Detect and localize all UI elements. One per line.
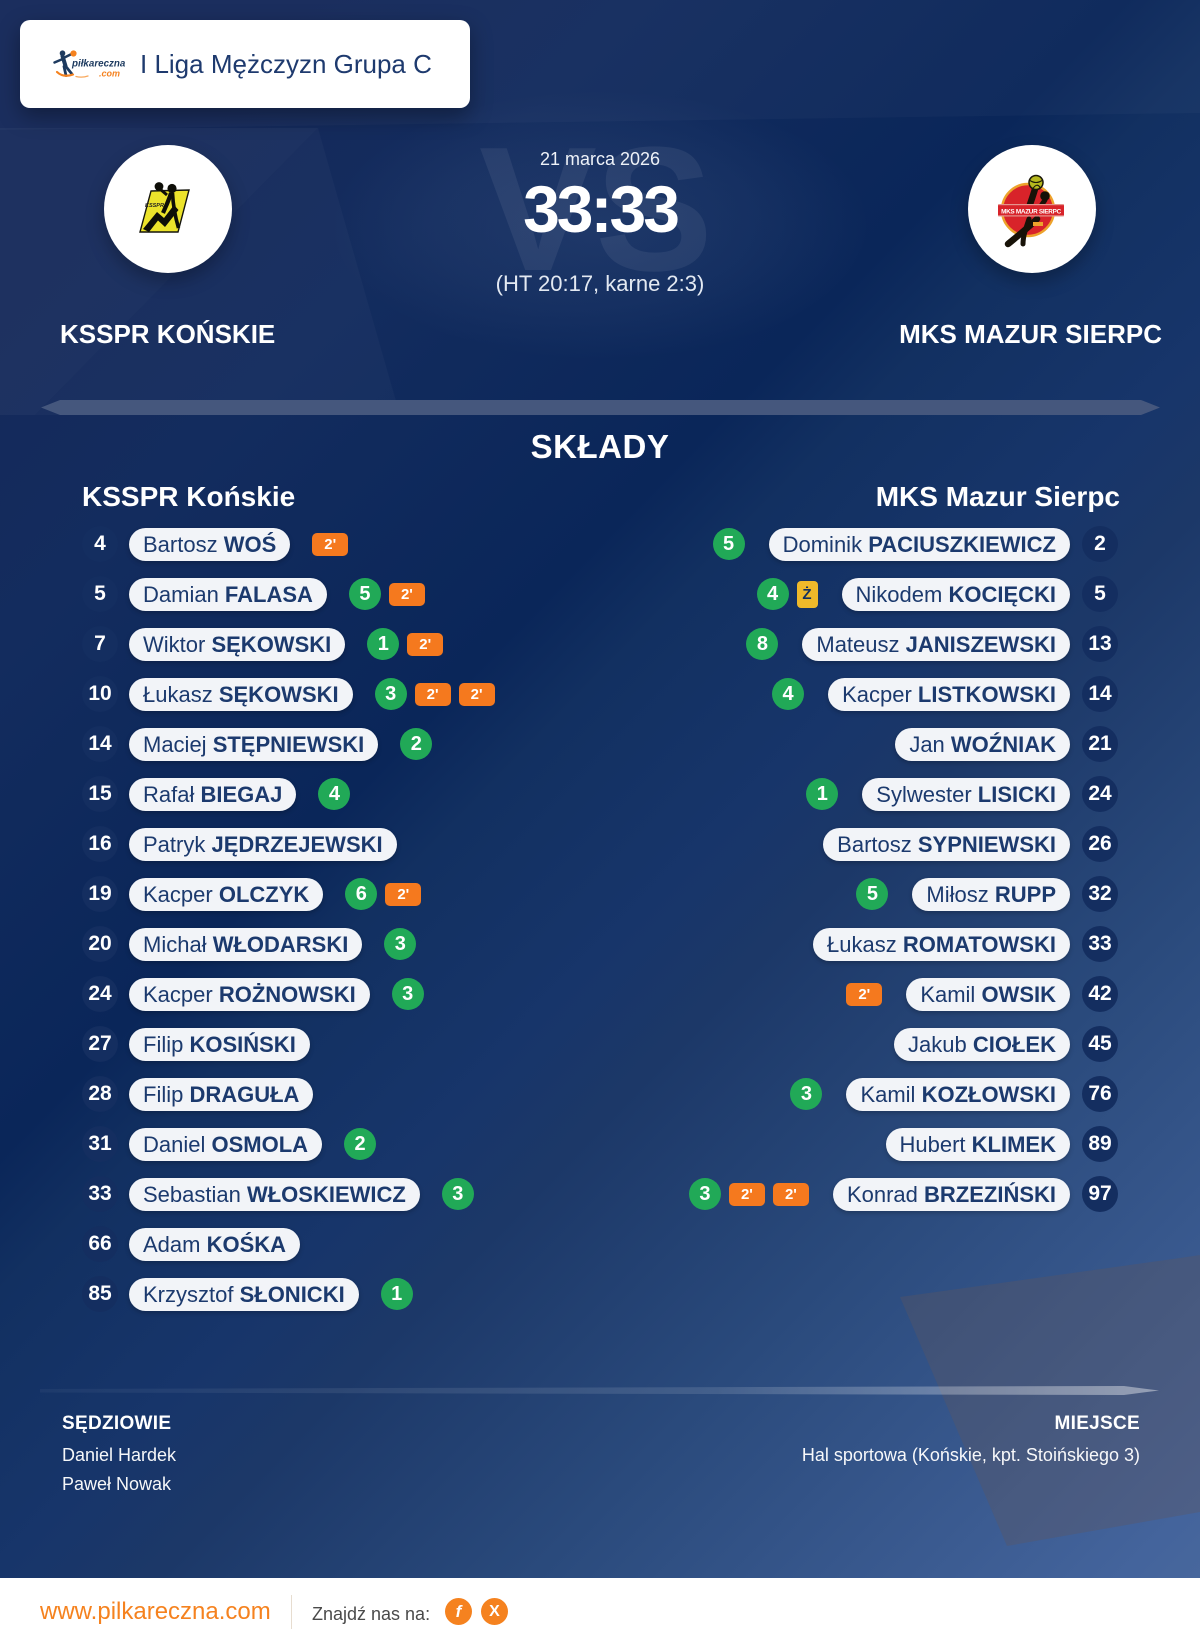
svg-text:KSSPR: KSSPR bbox=[145, 203, 164, 209]
svg-text:piłkareczna: piłkareczna bbox=[71, 59, 126, 70]
svg-text:.com: .com bbox=[99, 69, 120, 79]
svg-text:MKS MAZUR SIERPC: MKS MAZUR SIERPC bbox=[1001, 209, 1062, 216]
